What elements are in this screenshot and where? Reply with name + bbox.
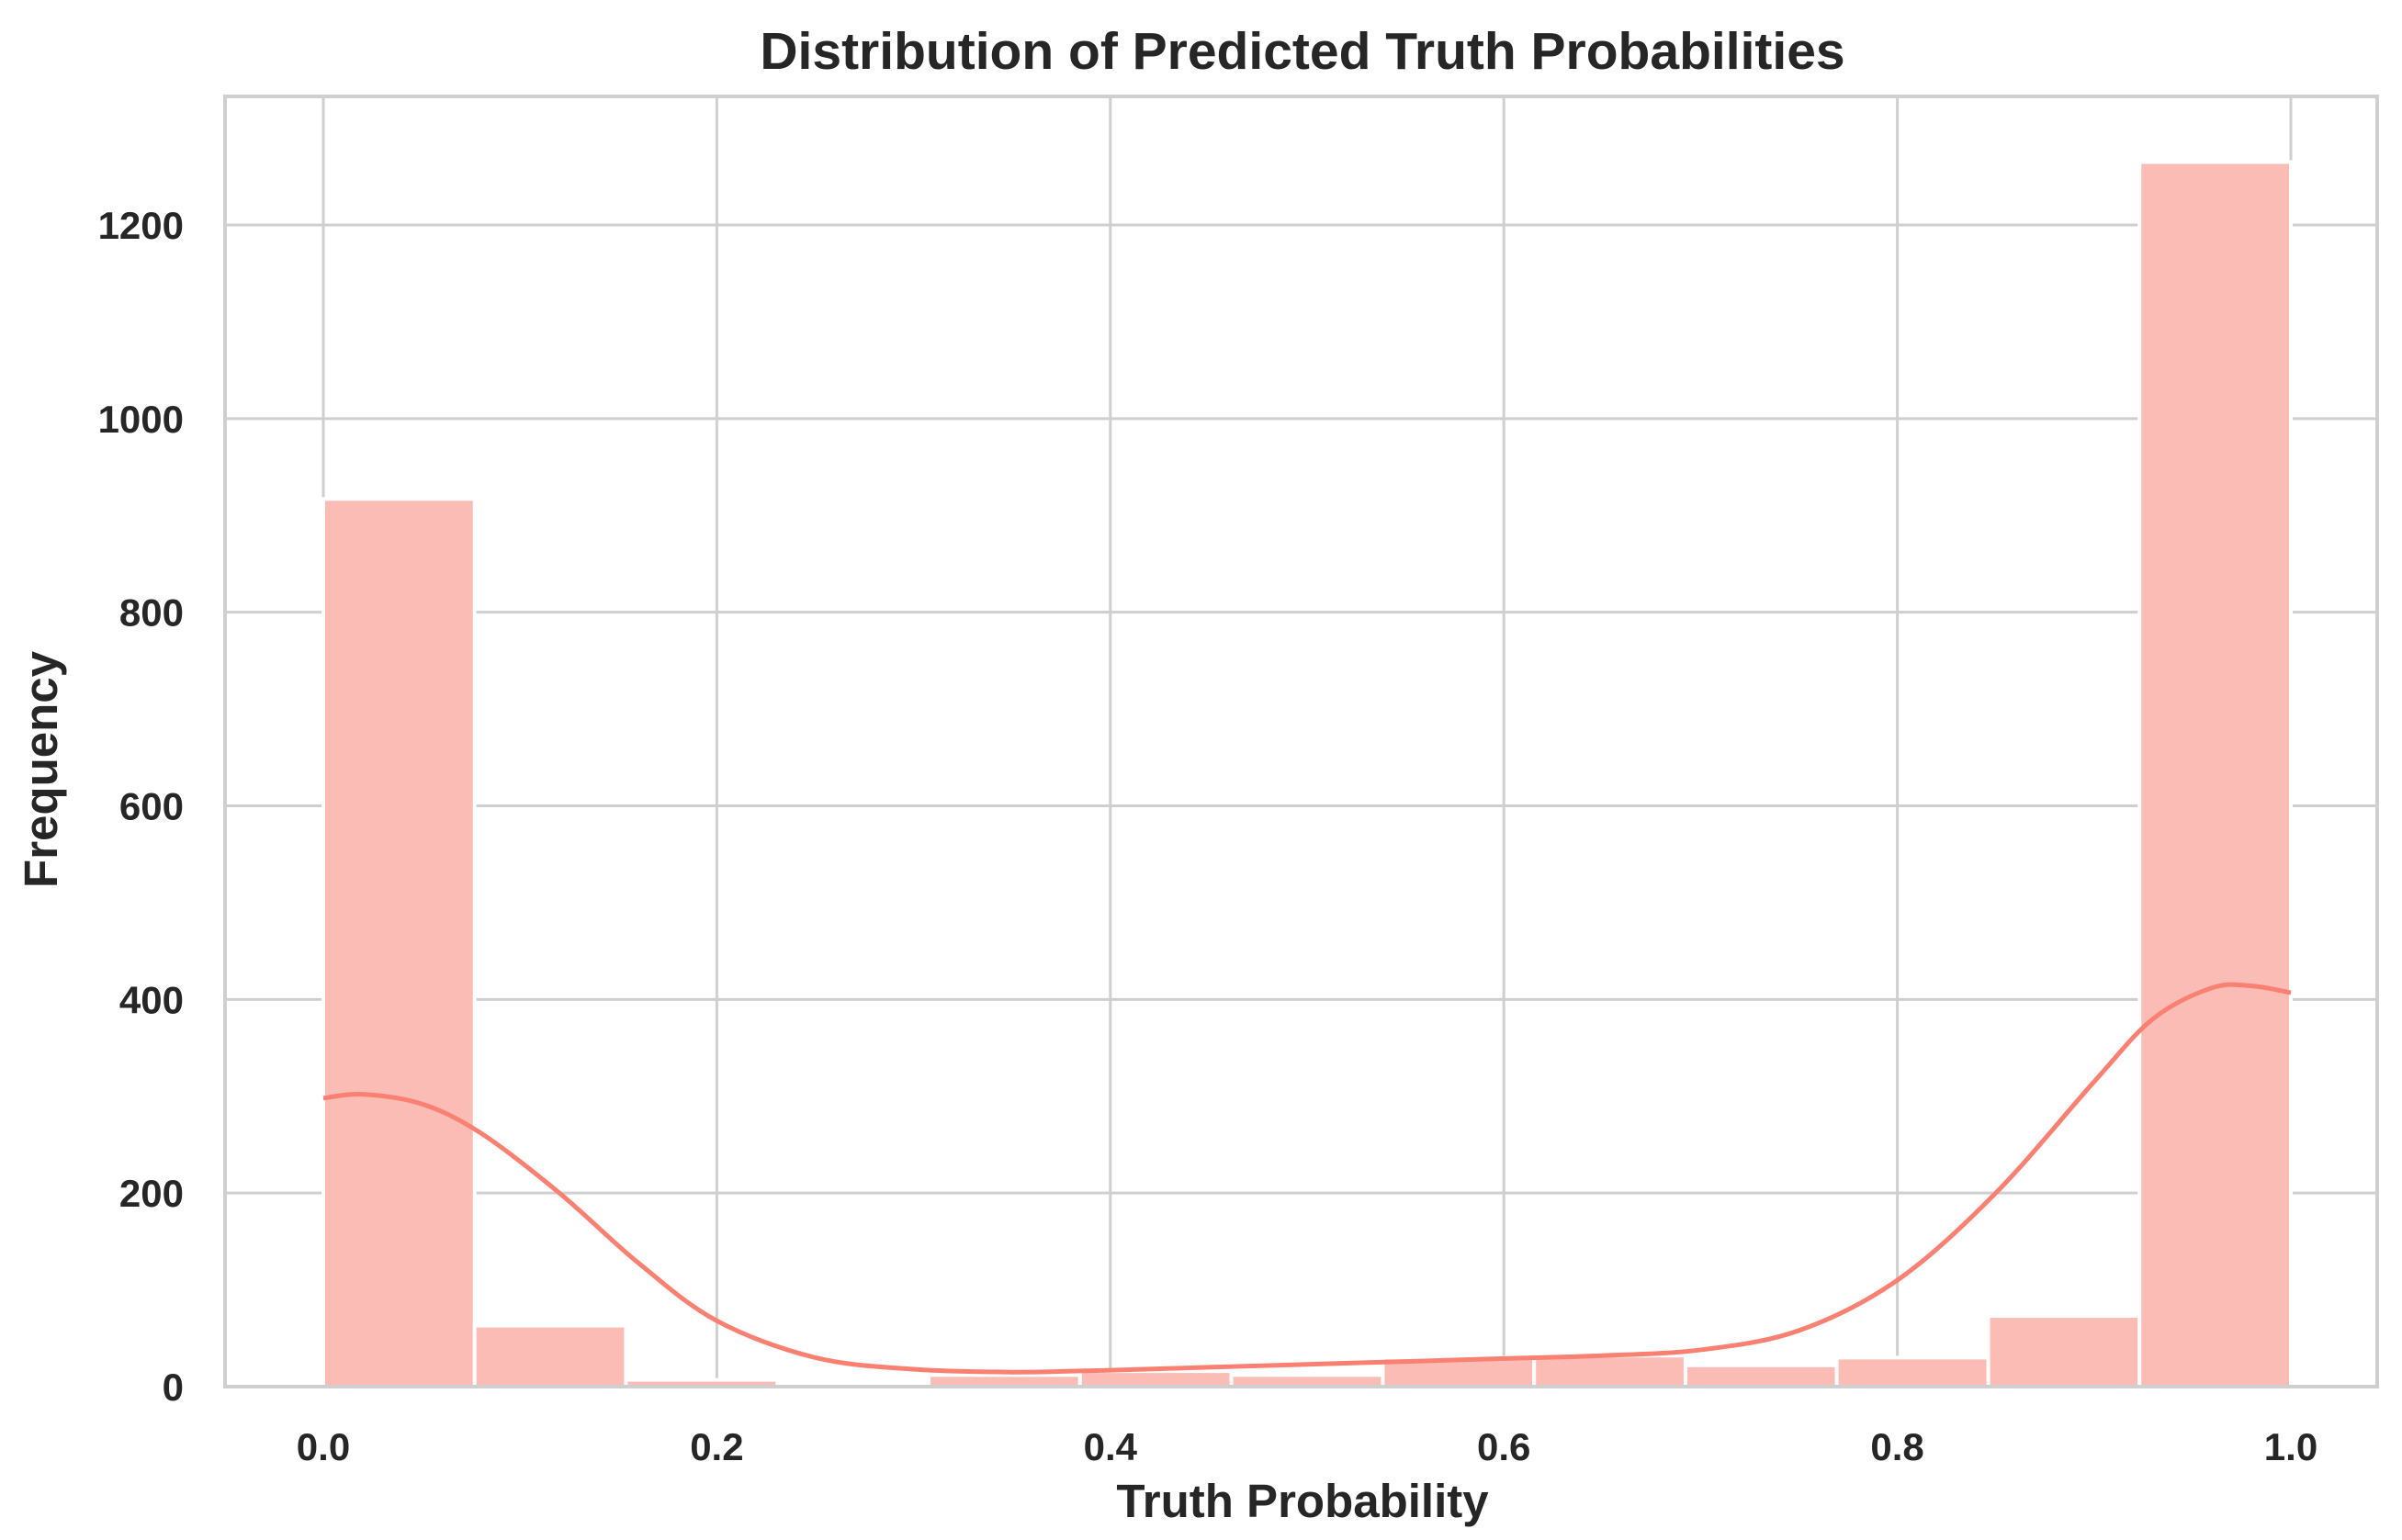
histogram-bar xyxy=(472,1323,628,1389)
y-axis-label: Frequency xyxy=(15,650,67,888)
y-tick-label: 400 xyxy=(119,978,184,1021)
y-tick-label: 1200 xyxy=(98,204,184,247)
histogram-bar xyxy=(2137,160,2294,1389)
histogram-bar xyxy=(321,497,477,1388)
x-tick-label: 0.2 xyxy=(690,1425,743,1468)
y-tick-label: 0 xyxy=(163,1366,184,1409)
chart-title: Distribution of Predicted Truth Probabil… xyxy=(760,22,1844,81)
tick-label-layer: 0.0 0.2 0.4 0.6 0.8 1.0 0 200 400 600 800 1000 1200 xyxy=(98,204,2318,1468)
x-tick-label: 0.6 xyxy=(1477,1425,1530,1468)
histogram-bar xyxy=(1683,1363,1839,1389)
histogram-bar xyxy=(1532,1354,1687,1389)
histogram-bar xyxy=(1834,1355,1990,1388)
x-tick-label: 0.8 xyxy=(1870,1425,1923,1468)
histogram-bar xyxy=(1077,1369,1234,1388)
histogram-bar xyxy=(1986,1314,2142,1388)
kde-layer xyxy=(322,982,2292,1375)
x-tick-label: 0.0 xyxy=(297,1425,350,1468)
x-tick-label: 1.0 xyxy=(2264,1425,2317,1468)
x-tick-label: 0.4 xyxy=(1084,1425,1138,1468)
y-tick-label: 600 xyxy=(119,785,184,828)
plot-frame xyxy=(223,95,2379,1388)
bar-layer xyxy=(321,160,2294,1389)
y-tick-label: 1000 xyxy=(98,398,184,441)
kde-curve xyxy=(322,982,2292,1375)
y-tick-label: 800 xyxy=(119,591,184,635)
y-tick-label: 200 xyxy=(119,1172,184,1215)
x-axis-label: Truth Probability xyxy=(1116,1475,1489,1527)
